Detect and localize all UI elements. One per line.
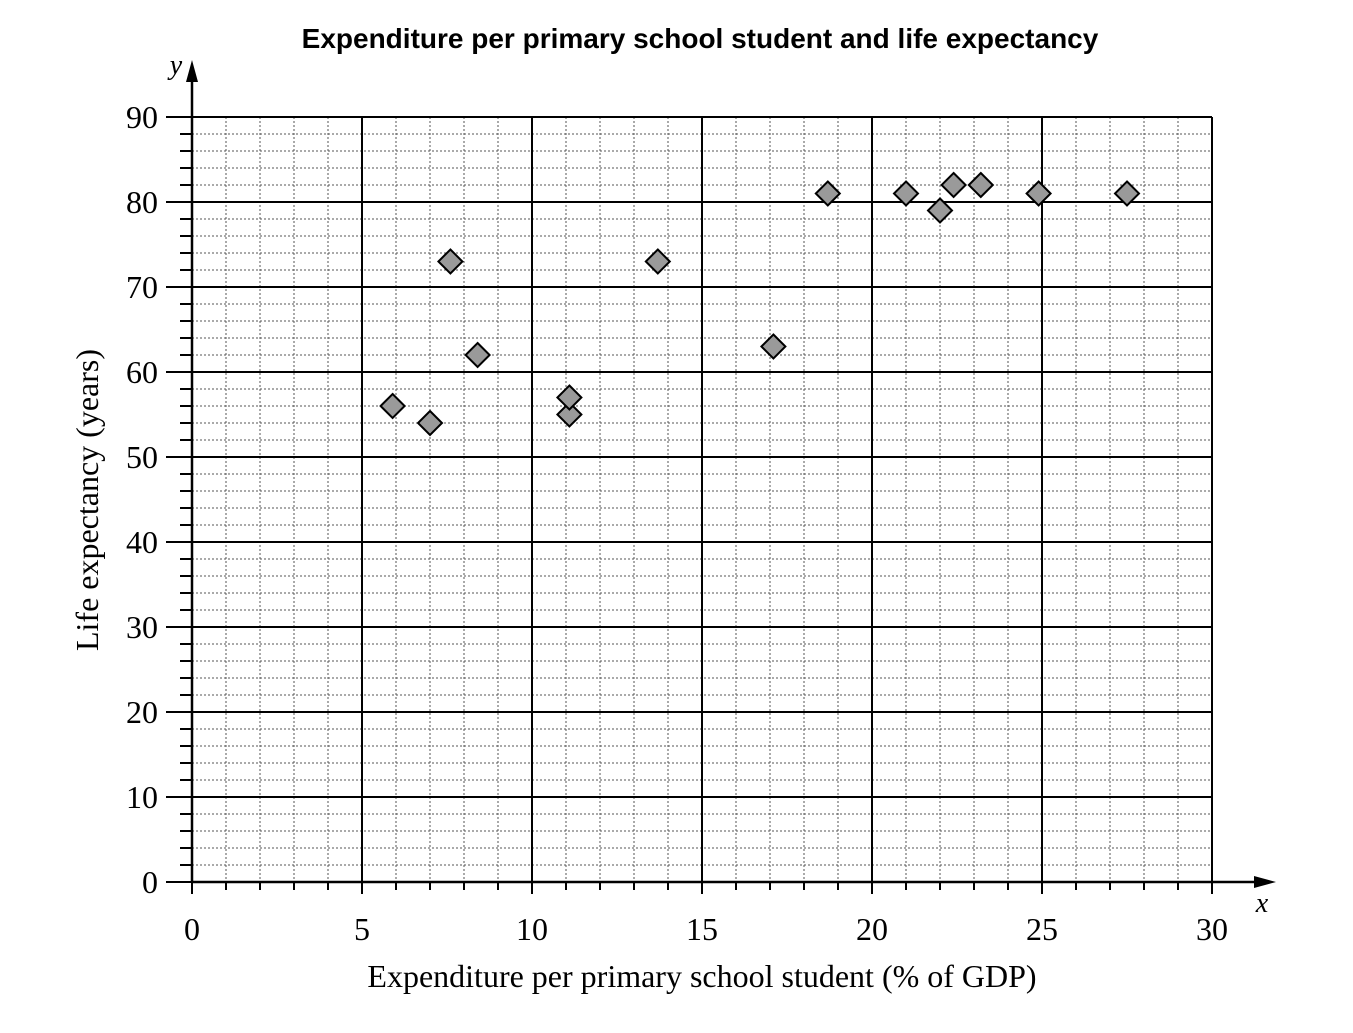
- x-axis-arrow: [1254, 876, 1276, 888]
- y-tick-label: 20: [126, 694, 158, 730]
- y-tick-label: 80: [126, 184, 158, 220]
- data-point: [1025, 180, 1053, 207]
- x-axis-letter: x: [1255, 888, 1269, 919]
- axes: [166, 60, 1276, 894]
- y-axis-title: Life expectancy (years): [69, 349, 105, 651]
- y-tick-label: 90: [126, 99, 158, 135]
- x-tick-label: 15: [686, 911, 718, 947]
- grid: [192, 116, 1213, 882]
- y-axis-arrow: [186, 60, 198, 82]
- x-tick-label: 25: [1026, 911, 1058, 947]
- data-point: [940, 171, 968, 199]
- data-point: [379, 392, 407, 420]
- data-point: [1113, 180, 1141, 207]
- y-tick-label: 30: [126, 609, 158, 645]
- x-tick-label: 20: [856, 911, 888, 947]
- data-point: [464, 341, 492, 369]
- data-points: [379, 171, 1141, 437]
- data-point: [926, 197, 954, 224]
- data-point: [416, 409, 444, 437]
- data-point: [436, 248, 464, 275]
- x-tick-label: 0: [184, 911, 200, 947]
- data-point: [644, 248, 672, 275]
- x-tick-label: 5: [354, 911, 370, 947]
- data-point: [967, 171, 995, 199]
- data-point: [555, 384, 583, 411]
- y-tick-label: 40: [126, 524, 158, 560]
- y-tick-label: 70: [126, 269, 158, 305]
- y-tick-label: 50: [126, 439, 158, 475]
- data-point: [555, 401, 583, 428]
- chart-title: Expenditure per primary school student a…: [302, 23, 1099, 54]
- x-tick-label: 30: [1196, 911, 1228, 947]
- x-tick-label: 10: [516, 911, 548, 947]
- data-point: [814, 180, 842, 207]
- y-tick-label: 0: [142, 864, 158, 900]
- y-axis-letter: y: [167, 50, 183, 81]
- x-axis-title: Expenditure per primary school student (…: [367, 958, 1036, 994]
- data-point: [759, 333, 787, 360]
- y-tick-label: 60: [126, 354, 158, 390]
- tick-labels: 0 5 10 15 20 25 30 0 10 20 30 40 50 60 70 80 90: [126, 99, 1228, 947]
- data-point: [892, 180, 920, 207]
- y-tick-label: 10: [126, 779, 158, 815]
